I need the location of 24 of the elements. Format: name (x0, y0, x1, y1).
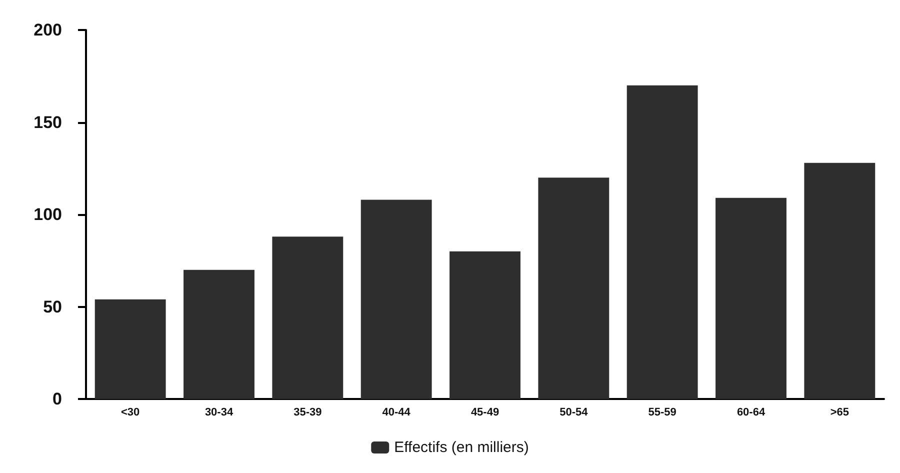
legend-label: Effectifs (en milliers) (394, 439, 529, 456)
bar (94, 299, 166, 399)
x-tick-label: 45-49 (470, 406, 500, 418)
x-tick-label: <30 (120, 406, 140, 418)
bar (184, 270, 254, 399)
y-tick-label: 0 (52, 390, 62, 408)
x-tick-label: 30-34 (204, 406, 234, 418)
bar (804, 162, 876, 399)
x-tick-label: 35-39 (294, 406, 322, 418)
bar (716, 198, 786, 399)
y-tick-label: 50 (43, 297, 62, 316)
x-tick-label: 40-44 (382, 406, 412, 418)
y-tick-label: 200 (34, 20, 62, 40)
x-tick-label: 55-59 (648, 406, 676, 418)
bar (450, 251, 520, 399)
bar (272, 236, 344, 399)
y-tick-label: 150 (34, 112, 62, 132)
x-tick-label: 60-64 (736, 406, 766, 418)
y-tick-label: 100 (34, 205, 62, 224)
bar (626, 85, 698, 399)
x-tick-label: 50-54 (560, 406, 589, 418)
bar (360, 200, 432, 399)
x-tick-label: >65 (830, 406, 850, 418)
bar (538, 178, 610, 399)
